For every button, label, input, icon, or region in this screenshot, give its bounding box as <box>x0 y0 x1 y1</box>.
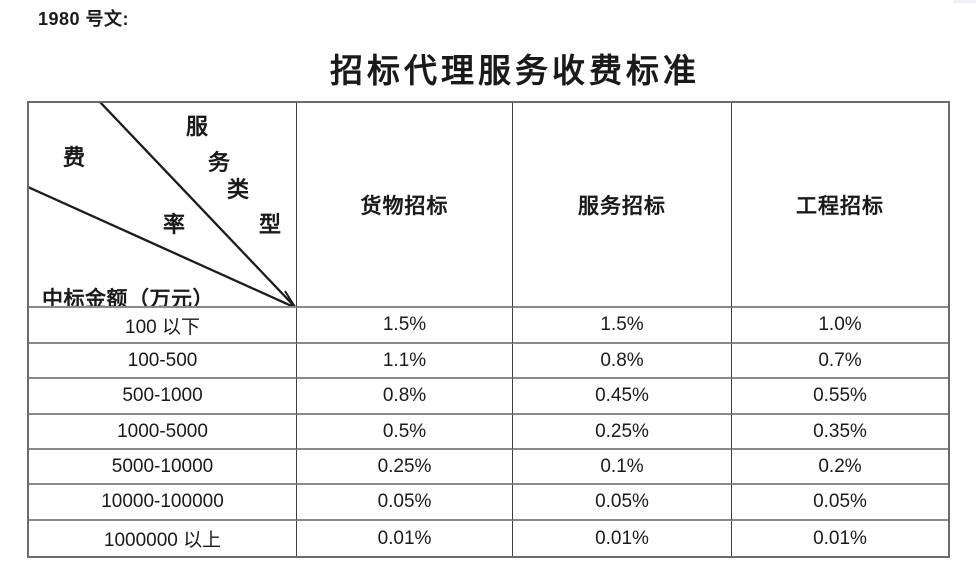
corner-amount-label: 中标金额（万元） <box>42 287 214 308</box>
rate-cell: 0.7% <box>732 344 948 379</box>
rate-cell: 0.1% <box>513 450 732 485</box>
rate-cell: 1.5% <box>297 308 513 344</box>
rate-cell: 0.45% <box>513 379 732 415</box>
column-header-service: 服务招标 <box>513 103 732 308</box>
rate-cell: 0.01% <box>513 521 732 556</box>
amount-cell: 500-1000 <box>29 379 297 415</box>
column-header-engineering: 工程招标 <box>732 103 948 308</box>
rate-cell: 0.25% <box>297 450 513 485</box>
rate-cell: 0.5% <box>297 415 513 450</box>
page-edge-artifact <box>954 0 976 3</box>
amount-cell: 100-500 <box>29 344 297 379</box>
doc-number-label: 1980 号文: <box>38 9 130 29</box>
diagonal-divider-lines <box>29 103 296 306</box>
rate-cell: 1.5% <box>513 308 732 344</box>
corner-type-char: 服 <box>185 114 209 139</box>
rate-cell: 0.05% <box>513 485 732 521</box>
corner-type-char: 型 <box>258 212 282 237</box>
corner-rate-char: 费 <box>62 145 86 170</box>
corner-rate-char: 率 <box>162 212 186 237</box>
amount-cell: 100 以下 <box>29 308 297 344</box>
corner-header-cell: 服 务 类 型 费 率 中标金额（万元） <box>29 103 297 308</box>
rate-cell: 0.25% <box>513 415 732 450</box>
corner-type-char: 类 <box>226 177 250 202</box>
rate-cell: 0.35% <box>732 415 948 450</box>
column-header-goods: 货物招标 <box>297 103 513 308</box>
amount-cell: 1000000 以上 <box>29 521 297 556</box>
rate-cell: 0.01% <box>813 527 867 549</box>
rate-cell: 0.8% <box>297 379 513 415</box>
rate-cell: 0.2% <box>732 450 948 485</box>
page-title: 招标代理服务收费标准 <box>330 54 700 90</box>
rate-cell: 1.0% <box>732 308 948 344</box>
amount-cell: 1000-5000 <box>29 415 297 450</box>
fee-standard-table: 服 务 类 型 费 率 中标金额（万元） 货物招标 服务招标 工程招标 100 … <box>27 101 950 558</box>
rate-cell: 1.1% <box>297 344 513 379</box>
amount-cell: 10000-100000 <box>29 485 297 521</box>
corner-type-char: 务 <box>207 150 231 175</box>
rate-cell: 0.01% <box>297 521 513 556</box>
rate-cell: 0.8% <box>513 344 732 379</box>
rate-cell: 0.55% <box>732 379 948 415</box>
amount-cell: 5000-10000 <box>29 450 297 485</box>
rate-cell: 0.05% <box>297 485 513 521</box>
rate-cell: 0.05% <box>732 485 948 521</box>
